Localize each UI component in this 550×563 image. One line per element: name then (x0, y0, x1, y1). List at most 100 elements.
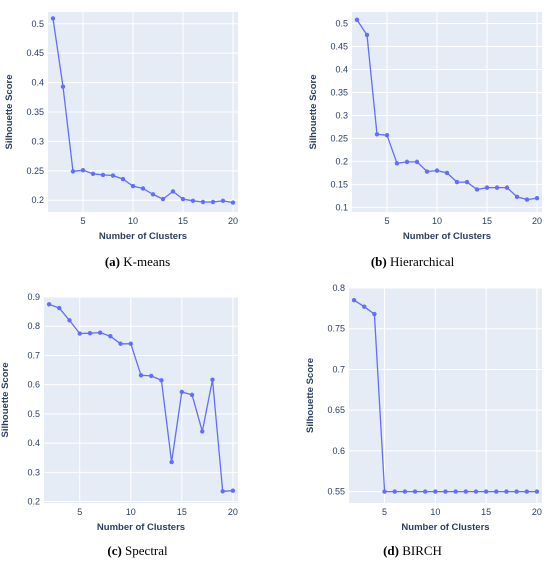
data-point (130, 183, 136, 189)
data-point (444, 170, 450, 176)
y-tick-label: 0.8 (27, 321, 40, 331)
data-point (169, 459, 174, 465)
data-point (100, 172, 106, 178)
plot-area-c (44, 297, 238, 503)
data-point (120, 176, 126, 182)
plot-area-d (349, 288, 542, 503)
data-point (220, 198, 226, 204)
data-point (97, 330, 103, 335)
x-axis-title: Number of Clusters (97, 522, 185, 533)
data-point (80, 168, 86, 173)
data-point (200, 429, 205, 434)
data-point (372, 311, 377, 317)
data-point (453, 489, 458, 494)
y-tick-label: 0.5 (31, 19, 44, 29)
data-point (364, 32, 370, 38)
data-point (110, 173, 116, 178)
data-point (149, 373, 154, 379)
data-point (200, 199, 206, 205)
y-tick-label: 0.4 (27, 438, 40, 448)
data-point (159, 378, 164, 383)
data-point (504, 185, 510, 190)
x-tick-label: 10 (126, 507, 136, 517)
data-point (160, 196, 166, 202)
data-point (374, 132, 380, 137)
data-point (414, 159, 420, 165)
caption-b: (b) Hierarchical (275, 254, 550, 270)
x-tick-label: 10 (432, 216, 442, 226)
data-point (404, 159, 410, 165)
y-tick-label: 0.4 (335, 64, 348, 74)
x-axis-title: Number of Clusters (403, 231, 491, 242)
data-point (220, 489, 225, 494)
x-tick-label: 15 (178, 216, 188, 226)
data-point (170, 189, 176, 194)
y-tick-label: 0.4 (31, 78, 44, 88)
data-point (67, 318, 72, 323)
y-axis-title: Silhouette Score (308, 75, 319, 150)
data-point (190, 198, 196, 204)
data-point (463, 489, 469, 494)
data-point (230, 488, 236, 493)
data-point (514, 194, 520, 200)
data-point (433, 489, 438, 494)
x-tick-label: 5 (382, 507, 387, 517)
data-point (524, 197, 530, 202)
data-point (402, 489, 408, 494)
data-point (504, 489, 509, 494)
caption-a-text: K-means (119, 254, 171, 269)
data-point (354, 17, 360, 23)
data-point (128, 341, 133, 346)
x-tick-label: 5 (80, 216, 85, 226)
y-tick-label: 0.7 (332, 364, 345, 374)
data-point (150, 192, 156, 197)
x-tick-label: 20 (532, 216, 542, 226)
y-tick-label: 0.9 (27, 292, 40, 302)
x-axis-title: Number of Clusters (401, 522, 489, 533)
caption-c-text: Spectral (121, 543, 168, 558)
data-point (46, 302, 52, 307)
y-tick-label: 0.3 (335, 110, 348, 120)
data-point (412, 489, 418, 494)
data-point (382, 489, 387, 494)
data-point (189, 392, 195, 398)
x-tick-label: 15 (482, 216, 492, 226)
y-tick-label: 0.15 (330, 179, 348, 189)
y-tick-label: 0.2 (335, 156, 348, 166)
data-point (473, 489, 479, 494)
y-tick-label: 0.5 (27, 409, 40, 419)
data-point (534, 489, 540, 494)
data-point (87, 331, 93, 336)
data-point (70, 169, 76, 174)
y-axis-title: Silhouette Score (0, 363, 11, 438)
x-tick-label: 10 (430, 507, 440, 517)
caption-d-text: BIRCH (398, 543, 442, 558)
data-point (494, 489, 499, 494)
x-tick-label: 15 (481, 507, 491, 517)
chart-b: 5 10 15 20 0.1 0.15 0.2 0.25 0.3 0.35 0.4 0.45 0.5 Nu… (308, 12, 542, 242)
x-tick-label: 5 (77, 507, 82, 517)
x-axis-title: Number of Clusters (99, 231, 187, 242)
y-tick-label: 0.65 (327, 405, 345, 415)
y-tick-label: 0.25 (26, 166, 44, 176)
data-point (484, 185, 490, 190)
data-point (494, 185, 500, 190)
y-tick-label: 0.45 (26, 48, 44, 58)
data-point (534, 196, 540, 201)
caption-d: (d) BIRCH (275, 543, 550, 559)
caption-a: (a) K-means (0, 254, 275, 270)
data-point (138, 373, 144, 378)
data-point (392, 489, 397, 494)
caption-c: (c) Spectral (0, 543, 275, 559)
y-axis-title: Silhouette Score (305, 358, 316, 433)
data-point (230, 200, 236, 205)
data-point (384, 133, 390, 138)
x-tick-label: 5 (384, 216, 389, 226)
data-point (443, 489, 448, 494)
y-tick-label: 0.2 (27, 497, 40, 507)
y-tick-label: 0.3 (31, 136, 44, 146)
data-point (210, 377, 215, 382)
data-point (118, 341, 123, 346)
y-tick-label: 0.35 (330, 87, 348, 97)
